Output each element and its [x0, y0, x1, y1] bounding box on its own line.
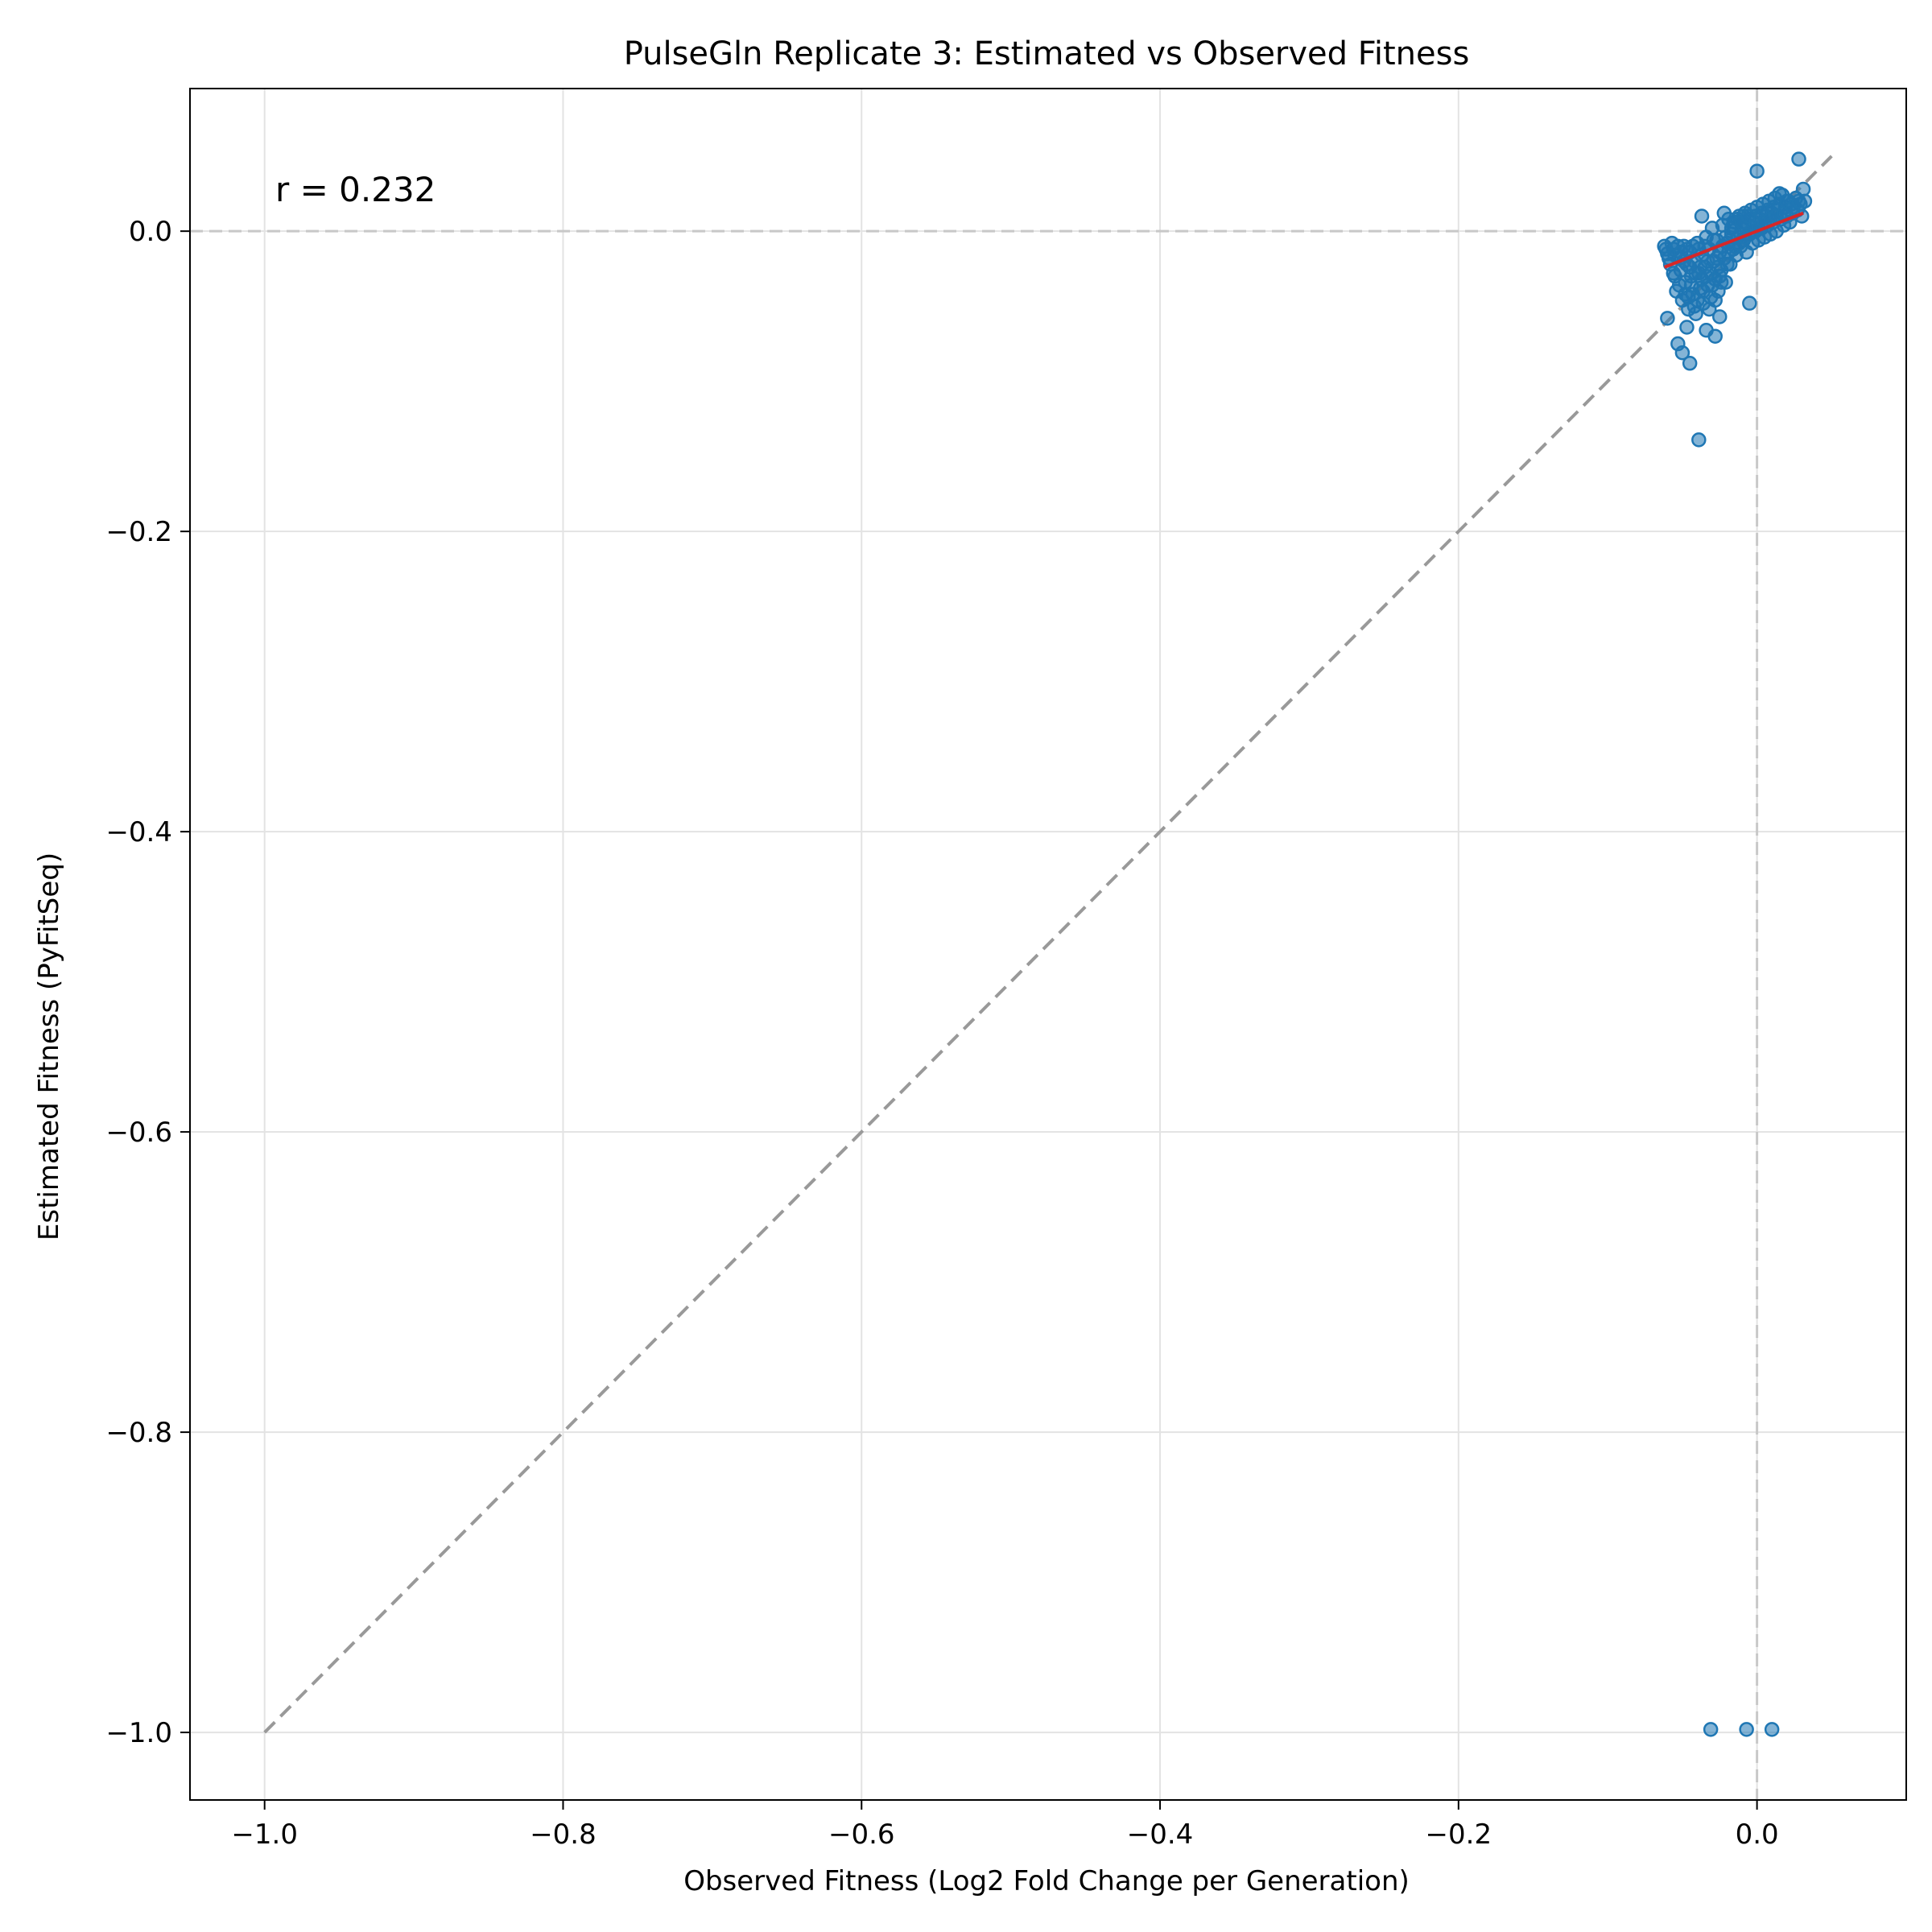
y-axis-ticks: 0.0 −0.2 −0.4 −0.6 −0.8 −1.0	[105, 216, 190, 1749]
fit-line	[1663, 211, 1804, 269]
data-point	[1682, 356, 1698, 371]
data-point	[1694, 208, 1710, 224]
x-axis-ticks: −1.0 −0.8 −0.6 −0.4 −0.2 0.0	[231, 1800, 1779, 1851]
y-tick-label: −0.2	[105, 516, 172, 548]
x-tick-label: −0.2	[1426, 1818, 1492, 1851]
data-point	[1791, 151, 1806, 167]
data-point	[1699, 323, 1714, 338]
y-axis-label: Estimated Fitness (PyFitSeq)	[33, 852, 65, 1241]
regression-line	[1663, 211, 1804, 269]
data-point	[1703, 1722, 1719, 1737]
data-point	[1719, 256, 1735, 272]
data-point	[1681, 289, 1696, 305]
x-axis-label: Observed Fitness (Log2 Fold Change per G…	[683, 1865, 1410, 1897]
y-tick-label: −0.8	[105, 1417, 172, 1449]
data-point	[1679, 320, 1695, 335]
data-point	[1739, 1722, 1754, 1737]
y-tick-label: −0.4	[105, 816, 172, 848]
data-point	[1670, 336, 1686, 352]
x-tick-label: −0.8	[530, 1818, 597, 1851]
data-point	[1742, 295, 1757, 311]
data-point	[1660, 311, 1675, 326]
x-tick-label: −1.0	[231, 1818, 298, 1851]
data-points	[1657, 151, 1813, 1737]
data-point	[1712, 309, 1728, 324]
data-point	[1791, 193, 1806, 209]
data-point	[1749, 163, 1765, 179]
data-point	[1713, 275, 1729, 290]
x-tick-label: 0.0	[1736, 1818, 1779, 1851]
data-point	[1764, 1722, 1780, 1737]
reference-lines	[190, 89, 1906, 1800]
data-point	[1666, 266, 1682, 281]
data-point	[1691, 432, 1707, 448]
x-tick-label: −0.6	[828, 1818, 895, 1851]
data-point	[1740, 208, 1756, 224]
data-point	[1707, 292, 1723, 308]
chart-title: PulseGln Replicate 3: Estimated vs Obser…	[624, 35, 1470, 72]
plot-frame	[189, 88, 1907, 1801]
y-tick-label: −1.0	[105, 1717, 172, 1749]
y-tick-label: −0.6	[105, 1117, 172, 1149]
data-point	[1671, 278, 1687, 293]
x-tick-label: −0.4	[1127, 1818, 1194, 1851]
y-tick-label: 0.0	[129, 216, 172, 248]
identity-line	[263, 155, 1833, 1734]
correlation-annotation: r = 0.232	[275, 170, 436, 209]
